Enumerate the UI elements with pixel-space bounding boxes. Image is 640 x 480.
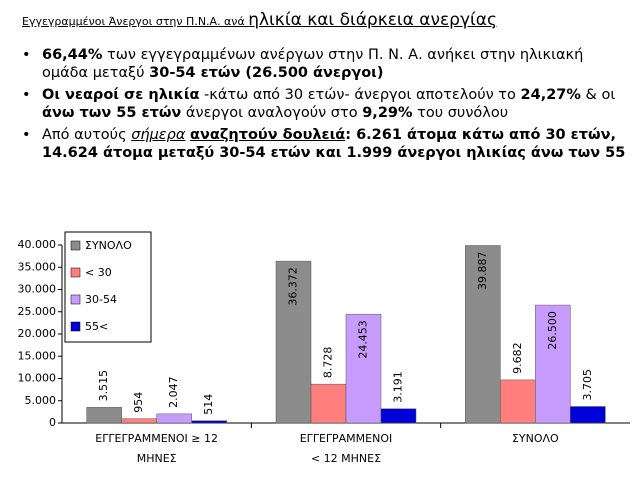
bullet: 66,44% των εγγεγραμμένων ανέργων στην Π.… [16, 46, 626, 82]
text-run: 66,44% [42, 47, 103, 63]
text-run: σήμερα [131, 127, 186, 143]
text-run: άνω των 55 ετών [42, 105, 182, 121]
text-run: & οι [580, 87, 616, 103]
legend-label: ΣΥΝΟΛΟ [85, 239, 132, 252]
legend-label: 55< [85, 320, 108, 333]
slide-title: Εγγεγραμμένοι Άνεργοι στην Π.Ν.Α. ανά ηλ… [22, 10, 497, 30]
bullet: Οι νεαροί σε ηλικία -κάτω από 30 ετών- ά… [16, 86, 626, 122]
text-run: ηλικία και διάρκεια ανεργίας [248, 10, 497, 30]
text-run: Εγγεγραμμένοι Άνεργοι στην Π.Ν.Α. ανά [22, 15, 249, 28]
value-label: 954 [132, 392, 145, 413]
legend-swatch [70, 321, 81, 332]
bar [310, 383, 347, 424]
bar [191, 420, 227, 424]
bar [156, 413, 192, 424]
text-run: Οι νεαροί σε ηλικία [42, 87, 200, 103]
x-tick-label: ΕΓΓΕΓΡΑΜΜΕΝΟΙ ≥ 12 [95, 432, 218, 445]
y-tick-label: 5.000 [25, 394, 57, 407]
value-label: 3.191 [392, 371, 405, 403]
value-label: 3.705 [581, 369, 594, 401]
text-run: του συνόλου [412, 105, 509, 121]
text-run: των εγγεγραμμένων ανέργων στην Π. Ν. Α. … [42, 47, 584, 81]
bar [121, 418, 157, 424]
y-tick-label: 40.000 [18, 238, 57, 251]
value-label: 2.047 [167, 376, 180, 408]
value-label: 26.500 [546, 311, 559, 350]
bar [535, 304, 571, 424]
bar [275, 260, 312, 424]
x-tick-label: ΣΥΝΟΛΟ [512, 432, 559, 445]
value-label: 36.372 [287, 267, 300, 306]
legend-swatch [70, 294, 81, 305]
bar [570, 406, 606, 424]
bar [345, 313, 382, 424]
text-run: αναζητούν δουλειά [190, 127, 346, 143]
legend-label: 30-54 [85, 293, 117, 306]
legend-swatch [70, 240, 81, 251]
x-tick-label: ΜΗΝΕΣ [137, 452, 177, 465]
y-tick-label: 15.000 [18, 349, 57, 362]
legend-label: < 30 [85, 266, 112, 279]
y-tick-label: 35.000 [18, 260, 57, 273]
text-run: 30-54 ετών (26.500 άνεργοι) [149, 65, 384, 81]
x-tick-label: ΕΓΓΕΓΡΑΜΜΕΝΟΙ [300, 432, 393, 445]
bar [465, 245, 501, 424]
y-tick-label: 30.000 [18, 283, 57, 296]
y-tick-label: 0 [49, 416, 56, 429]
value-label: 24.453 [357, 320, 370, 359]
value-label: 514 [202, 394, 215, 415]
text-run: Από αυτούς [42, 127, 132, 143]
bar [86, 407, 122, 424]
y-tick-label: 10.000 [18, 372, 57, 385]
text-run: : 6.261 άτομα κάτω από 30 ετών, 14.624 ά… [42, 127, 626, 161]
text-run: -κάτω από 30 ετών- άνεργοι αποτελούν το [199, 87, 521, 103]
value-label: 8.728 [322, 347, 335, 379]
value-label: 3.515 [97, 370, 110, 402]
text-run: 9,29% [362, 105, 413, 121]
bar [380, 408, 417, 424]
x-tick-label: < 12 ΜΗΝΕΣ [311, 452, 381, 465]
text-run: 24,27% [520, 87, 581, 103]
value-label: 39.887 [476, 252, 489, 290]
y-tick-label: 25.000 [18, 305, 57, 318]
value-label: 9.682 [511, 342, 524, 374]
bullet: Από αυτούς σήμερα αναζητούν δουλειά: 6.2… [16, 126, 626, 162]
y-tick-label: 20.000 [18, 327, 57, 340]
text-run: άνεργοι αναλογούν στο [181, 105, 363, 121]
legend-swatch [70, 267, 81, 278]
bullet-list: 66,44% των εγγεγραμμένων ανέργων στην Π.… [16, 46, 626, 166]
bar [500, 379, 536, 424]
